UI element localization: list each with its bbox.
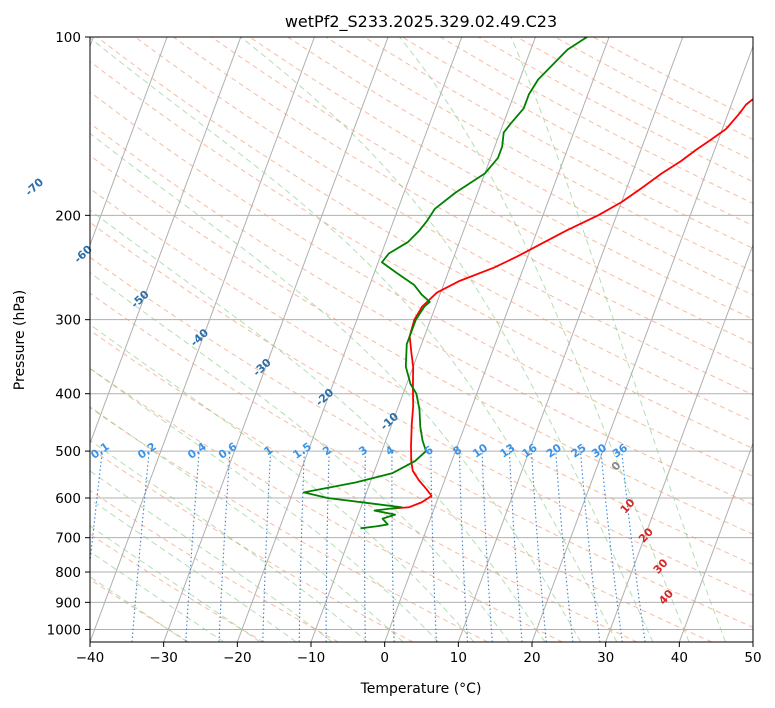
isotherm-line bbox=[90, 37, 315, 642]
isotherm-line bbox=[531, 44, 753, 642]
moist-adiabat-line bbox=[90, 406, 404, 642]
isotherm-line bbox=[236, 37, 463, 642]
x-tick-label: −40 bbox=[76, 650, 105, 666]
dewpoint-profile-line bbox=[302, 37, 588, 530]
plot-frame bbox=[89, 36, 754, 643]
dry-adiabat-line bbox=[90, 122, 753, 506]
isotherm-line bbox=[384, 37, 610, 642]
mixing-ratio-line bbox=[621, 451, 646, 642]
x-tick-label: −20 bbox=[223, 650, 252, 666]
isotherm-line bbox=[310, 37, 536, 642]
moist-adiabat-line bbox=[240, 37, 654, 642]
isotherm-line bbox=[90, 37, 168, 247]
moist-adiabat-line bbox=[90, 37, 618, 642]
y-tick-label: 800 bbox=[55, 565, 81, 581]
temperature-profile-line bbox=[392, 98, 753, 510]
mixing-ratio-line bbox=[579, 451, 601, 642]
dry-adiabat-line bbox=[134, 37, 753, 396]
isotherm-line bbox=[605, 243, 753, 642]
y-tick-label: 500 bbox=[55, 444, 81, 460]
dry-adiabat-line bbox=[90, 221, 753, 596]
moist-adiabat-line bbox=[90, 323, 475, 642]
moist-adiabat-line bbox=[90, 439, 368, 642]
y-tick-label: 1000 bbox=[47, 622, 81, 638]
grid-layer bbox=[90, 37, 753, 642]
x-tick-label: −30 bbox=[149, 650, 178, 666]
dry-adiabat-line bbox=[90, 256, 753, 628]
moist-adiabat-line bbox=[510, 37, 727, 642]
isotherm-line bbox=[163, 37, 389, 642]
moist-adiabat-line bbox=[90, 551, 225, 642]
moist-adiabat-line bbox=[90, 576, 188, 642]
y-tick-label: 200 bbox=[55, 208, 81, 224]
moist-adiabat-line bbox=[399, 37, 690, 642]
moist-adiabat-line bbox=[90, 271, 510, 642]
dry-adiabat-line bbox=[90, 187, 753, 565]
isotherm-line bbox=[90, 37, 242, 445]
dry-adiabat-line bbox=[554, 37, 753, 141]
dry-adiabat-line bbox=[90, 489, 339, 642]
moist-adiabat-line bbox=[90, 525, 261, 642]
axis-layer: −40 −30 −20 −10 0 10 20 30 40 50 100 200 300 400 500 60… bbox=[47, 30, 762, 666]
dry-adiabat-line bbox=[211, 37, 753, 345]
y-tick-label: 100 bbox=[55, 30, 81, 46]
dry-adiabat-line bbox=[90, 91, 753, 477]
moist-adiabat-line bbox=[90, 209, 546, 642]
x-tick-label: −10 bbox=[297, 650, 326, 666]
x-tick-label: 30 bbox=[597, 650, 614, 666]
y-axis-label: Pressure (hPa) bbox=[12, 290, 28, 390]
isotherm-line bbox=[457, 37, 684, 642]
series-layer bbox=[302, 37, 753, 530]
dry-adiabat-line bbox=[90, 60, 753, 450]
dry-adiabat-line bbox=[440, 37, 753, 205]
dry-adiabat-line bbox=[402, 37, 753, 227]
dry-adiabat-line bbox=[96, 37, 753, 422]
chart-title: wetPf2_S233.2025.329.02.49.C23 bbox=[285, 12, 557, 32]
x-tick-label: 50 bbox=[744, 650, 761, 666]
y-tick-label: 300 bbox=[55, 313, 81, 329]
x-tick-label: 40 bbox=[671, 650, 688, 666]
y-tick-label: 600 bbox=[55, 491, 81, 507]
dry-adiabat-line bbox=[90, 292, 712, 642]
dry-adiabat-line bbox=[173, 37, 753, 370]
moist-adiabat-line bbox=[90, 132, 582, 642]
y-tick-label: 700 bbox=[55, 531, 81, 547]
x-axis-label: Temperature (°C) bbox=[360, 681, 482, 697]
isotherm-line bbox=[678, 442, 753, 642]
dry-adiabat-line bbox=[90, 367, 563, 642]
y-tick-label: 900 bbox=[55, 595, 81, 611]
y-tick-label: 400 bbox=[55, 387, 81, 403]
x-tick-label: 0 bbox=[380, 650, 389, 666]
dry-adiabat-line bbox=[516, 37, 753, 161]
dry-adiabat-line bbox=[287, 37, 753, 296]
dry-adiabat-line bbox=[90, 533, 264, 642]
x-tick-label: 10 bbox=[450, 650, 467, 666]
dry-adiabat-line bbox=[90, 329, 638, 642]
x-tick-label: 20 bbox=[523, 650, 540, 666]
mixing-ratio-line bbox=[600, 451, 623, 642]
dry-adiabat-line bbox=[325, 37, 753, 272]
moist-adiabat-line bbox=[90, 498, 297, 642]
moist-adiabat-line bbox=[90, 470, 333, 642]
